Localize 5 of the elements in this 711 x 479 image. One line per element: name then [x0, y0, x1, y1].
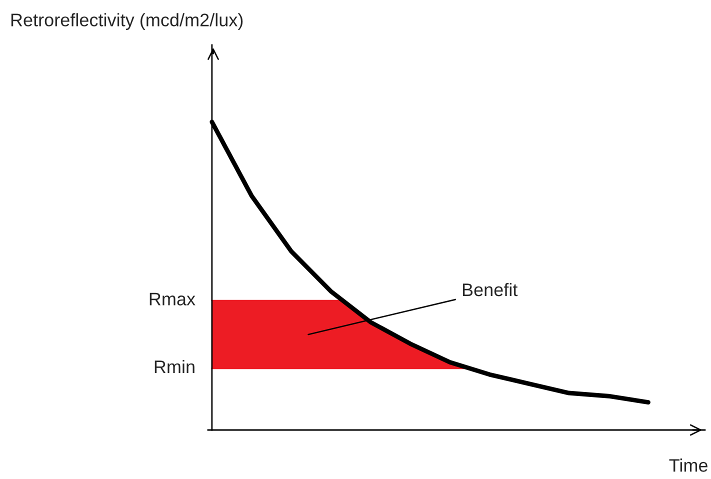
- ref-line-label: Rmin: [154, 360, 194, 374]
- annotation: Benefit: [462, 282, 518, 296]
- x-axis-title: Time: [669, 458, 708, 472]
- ref-line-label: Rmax: [150, 292, 196, 306]
- text: Retroreflectivity (mcd/m2/lux): [11, 13, 243, 30]
